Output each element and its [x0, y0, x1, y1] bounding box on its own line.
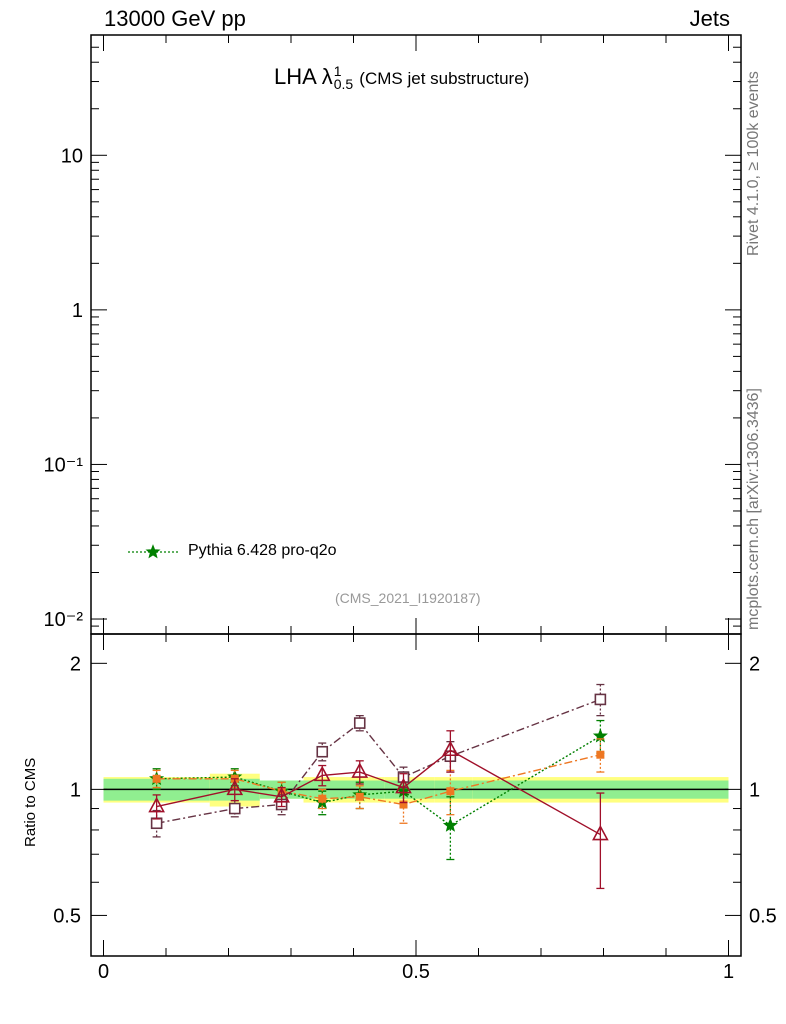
data-point	[316, 745, 329, 758]
main-y-tick-label: 10⁻¹	[44, 454, 84, 476]
series-line-orange	[156, 754, 601, 806]
ratio-x-tick-label: 0	[98, 961, 109, 983]
data-point	[148, 796, 165, 813]
data-point	[313, 765, 331, 782]
series-line-Pythia 6.428 pro-q2o	[156, 735, 601, 827]
ratio-y-axis-label: Ratio to CMS	[22, 757, 39, 847]
ratio-y-tick-label: 2	[70, 653, 81, 675]
ratio-y-tick-label: 1	[70, 779, 81, 801]
ratio-y-tick-label-right: 0.5	[749, 905, 777, 927]
data-point	[592, 824, 609, 841]
process-label: Jets	[689, 6, 730, 31]
data-point	[442, 817, 458, 832]
data-point	[152, 774, 161, 783]
ratio-x-tick-label: 1	[723, 961, 734, 983]
data-point	[446, 787, 455, 796]
data-point	[442, 740, 459, 757]
observable-title-subscript: 0.5	[333, 76, 354, 93]
observable-title-main: LHA λ	[274, 64, 333, 89]
series-line-darkred	[156, 749, 601, 836]
data-point	[226, 779, 244, 796]
observable-title-superscript: 1	[333, 63, 342, 80]
data-point	[273, 787, 290, 803]
observable-title: LHA λ 1 0.5 (CMS jet substructure)	[274, 64, 529, 91]
main-plot-area: 10 1 10⁻¹ 10⁻²	[44, 34, 742, 635]
legend-marker	[145, 544, 161, 559]
main-y-tick-label: 10⁻²	[44, 609, 84, 631]
data-point	[594, 693, 607, 706]
data-point	[351, 762, 369, 778]
collision-energy-label: 13000 GeV pp	[104, 6, 246, 31]
ratio-plot-area: 0.5 0.5 1 1 2 2 0 0.5 1	[53, 633, 777, 983]
data-point	[596, 750, 605, 759]
ratio-y-tick-label-right: 2	[749, 653, 760, 675]
main-y-tick-label: 10	[61, 145, 83, 167]
main-y-tick-label: 1	[72, 300, 83, 322]
data-point	[399, 800, 408, 809]
analysis-id-label: (CMS_2021_I1920187)	[335, 590, 481, 606]
observable-title-suffix: (CMS jet substructure)	[359, 69, 530, 88]
series-line-brown	[156, 698, 601, 824]
data-point	[353, 717, 366, 729]
mcplots-reference-label: mcplots.cern.ch [arXiv:1306.3436]	[745, 388, 762, 630]
ratio-y-tick-label-right: 1	[749, 779, 760, 801]
data-point	[318, 794, 327, 803]
ratio-x-tick-label: 0.5	[402, 961, 430, 983]
rivet-version-label: Rivet 4.1.0, ≥ 100k events	[745, 71, 762, 256]
ratio-y-tick-label: 0.5	[53, 905, 81, 927]
data-point	[228, 802, 241, 815]
data-point	[150, 817, 163, 830]
legend-entry-label: Pythia 6.428 pro-q2o	[188, 542, 337, 559]
data-point	[395, 777, 412, 794]
data-point	[355, 792, 364, 801]
